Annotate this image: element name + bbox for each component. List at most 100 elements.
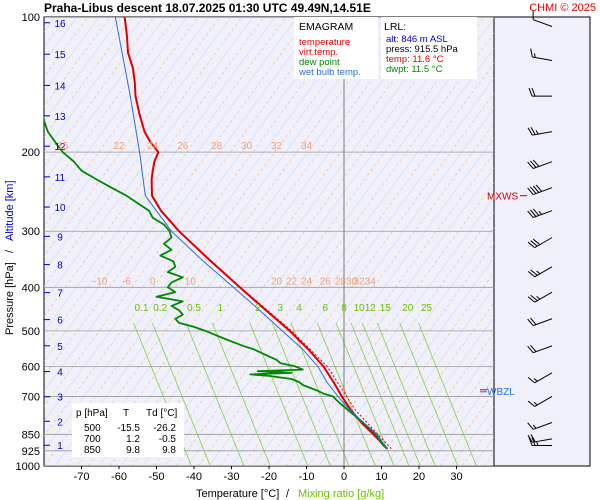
plot-area <box>43 16 495 467</box>
altitude-tick-label: 1 <box>57 441 63 452</box>
dry-adiabat-line <box>44 17 353 437</box>
adiabat-label: 0 <box>150 276 156 287</box>
pressure-tick-label: 850 <box>22 429 40 441</box>
chart-title: Praha-Libus descent 18.07.2025 01:30 UTC… <box>44 1 371 15</box>
mixing-ratio-line <box>335 322 395 466</box>
diagonal-grid-line <box>76 17 408 466</box>
pressure-tick-label: 925 <box>22 446 40 458</box>
wind-barb <box>528 437 552 446</box>
wind-barb <box>527 317 553 327</box>
table-cell: -15.5 <box>117 423 140 434</box>
altitude-tick-label: 5 <box>57 342 63 353</box>
mixing-ratio-label: 10 <box>353 303 365 314</box>
altitude-tick-label: 16 <box>54 19 66 30</box>
table-header-td: Td [°C] <box>146 408 177 419</box>
mixing-ratio-label: 3 <box>277 303 283 314</box>
dry-adiabat-line <box>44 17 111 108</box>
adiabat-label: 34 <box>365 276 377 287</box>
svg-text:Altitude [km]: Altitude [km] <box>4 180 16 241</box>
mixing-ratio-line <box>249 322 309 466</box>
altitude-tick-label: 11 <box>55 173 66 184</box>
wind-barb <box>527 434 553 443</box>
x-tick-label: -20 <box>261 471 277 483</box>
dry-adiabat-line <box>109 17 441 466</box>
mixing-ratio-label: 8 <box>341 303 347 314</box>
series-line-wet-bulb-temp- <box>114 17 388 449</box>
adiabat-label: 34 <box>301 141 313 152</box>
x-tick-label: -40 <box>186 471 202 483</box>
diagonal-grid-line <box>44 17 320 392</box>
adiabat-label: 15 <box>57 141 69 152</box>
altitude-tick-label: 7 <box>57 289 63 300</box>
wind-barb <box>527 396 553 407</box>
x-tick-label: 20 <box>413 471 425 483</box>
svg-text:Mixing ratio [g/kg]: Mixing ratio [g/kg] <box>298 488 384 500</box>
lrl-dewpoint: dwpt: 11.5 °C <box>386 64 443 75</box>
diagonal-grid-line <box>164 17 494 466</box>
diagonal-grid-line <box>120 17 452 466</box>
lrl-pressure: press: 915.5 hPa <box>386 44 459 55</box>
altitude-tick-label: 2 <box>57 417 63 428</box>
legend: EMAGRAM temperature virt.temp. dew point… <box>294 17 378 79</box>
table-header-p: p [hPa] <box>76 408 108 419</box>
wind-barb <box>527 184 553 196</box>
adiabat-label: 24 <box>147 141 159 152</box>
diagonal-grid-line <box>362 287 494 466</box>
credit-text: CHMI © 2025 <box>529 2 596 14</box>
diagonal-grid-line <box>142 17 474 466</box>
pressure-tick-label: 400 <box>22 282 40 294</box>
altitude-tick-label: 9 <box>57 232 63 243</box>
diagonal-grid-line <box>54 17 386 466</box>
mixing-ratio-line <box>211 322 271 466</box>
pressure-tick-label: 100 <box>22 12 40 24</box>
diagonal-grid-line <box>44 17 188 212</box>
diagonal-grid-line <box>44 17 144 153</box>
svg-text:Temperature [°C]: Temperature [°C] <box>196 488 279 500</box>
lrl-box: LRL: alt: 846 m ASL press: 915.5 hPa tem… <box>381 17 477 79</box>
diagonal-grid-line <box>186 47 494 466</box>
altitude-tick-label: 3 <box>57 393 63 404</box>
diagonal-grid-line <box>252 137 494 466</box>
dry-adiabat-line <box>285 182 494 466</box>
dry-adiabat-line <box>594 17 600 466</box>
mixing-ratio-label: 6 <box>322 303 328 314</box>
diagonal-grid-line <box>318 227 494 466</box>
diagonal-grid-line <box>44 17 232 272</box>
adiabat-label: 24 <box>301 276 313 287</box>
adiabat-label: 22 <box>113 141 125 152</box>
adiabat-label: 26 <box>177 141 189 152</box>
dry-adiabat-line <box>44 17 265 317</box>
pressure-tick-label: 500 <box>22 326 40 338</box>
diagonal-grid-line <box>296 197 494 466</box>
mixing-ratio-label: 0.2 <box>153 303 167 314</box>
series-line-virt-temp- <box>178 230 392 450</box>
diagonal-grid-line <box>44 17 254 302</box>
altitude-tick-label: 10 <box>54 203 66 214</box>
adiabat-label: 30 <box>346 276 358 287</box>
svg-text:/: / <box>4 249 16 253</box>
diagonal-grid-line <box>274 167 494 466</box>
legend-item-temperature: temperature <box>299 37 350 48</box>
mixing-ratio-line <box>399 322 459 466</box>
diagonal-grid-line <box>230 107 494 466</box>
wind-barb <box>528 87 552 97</box>
dry-adiabat-line <box>417 362 494 466</box>
dry-adiabat-line <box>44 17 243 287</box>
svg-text:Pressure [hPa]: Pressure [hPa] <box>4 262 16 335</box>
dry-adiabat-line <box>219 92 494 466</box>
lrl-temperature: temp: 11.6 °C <box>386 54 444 65</box>
legend-heading: EMAGRAM <box>299 21 353 33</box>
table-cell: 500 <box>84 423 101 434</box>
altitude-tick-label: 4 <box>57 368 63 379</box>
mixing-ratio-label: 25 <box>421 303 433 314</box>
x-tick-label: 10 <box>375 471 387 483</box>
dry-adiabat-line <box>44 17 375 466</box>
wind-barb <box>530 48 553 62</box>
pressure-tick-label: 300 <box>22 226 40 238</box>
pressure-tick-label: 1000 <box>16 461 40 473</box>
wind-barb <box>527 422 553 430</box>
dry-adiabat-line <box>44 17 309 377</box>
wind-barb <box>527 159 553 169</box>
adiabat-label: 30 <box>241 141 253 152</box>
dry-adiabat-line <box>44 17 199 228</box>
